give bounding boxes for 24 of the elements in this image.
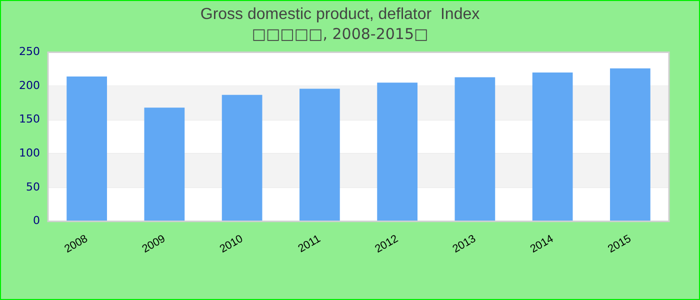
bar bbox=[144, 108, 185, 221]
y-tick-label: 200 bbox=[18, 78, 40, 92]
bar bbox=[300, 88, 340, 221]
y-tick-label: 150 bbox=[18, 112, 40, 126]
bar bbox=[222, 94, 262, 221]
chart-title: Gross domestic product, deflator Index bbox=[200, 6, 480, 24]
x-tick-label: 2012 bbox=[373, 232, 400, 256]
x-tick-label: 2014 bbox=[528, 232, 556, 256]
y-tick-label: 0 bbox=[32, 214, 40, 228]
bar bbox=[454, 77, 496, 221]
y-tick-label: 100 bbox=[18, 146, 40, 160]
x-tick-label: 2010 bbox=[218, 232, 246, 256]
chart-subtitle: □□□□□, 2008-2015□ bbox=[252, 25, 428, 44]
bar bbox=[66, 76, 107, 221]
bar bbox=[610, 68, 650, 221]
x-tick-label: 2013 bbox=[450, 232, 478, 256]
y-tick-label: 250 bbox=[18, 45, 40, 58]
y-tick-label: 50 bbox=[26, 180, 40, 194]
x-tick-label: 2009 bbox=[140, 232, 168, 256]
bar bbox=[377, 82, 418, 221]
x-tick-label: 2011 bbox=[296, 232, 323, 256]
x-tick-label: 2008 bbox=[62, 232, 90, 256]
x-tick-label: 2015 bbox=[606, 232, 634, 256]
bar bbox=[532, 72, 573, 221]
